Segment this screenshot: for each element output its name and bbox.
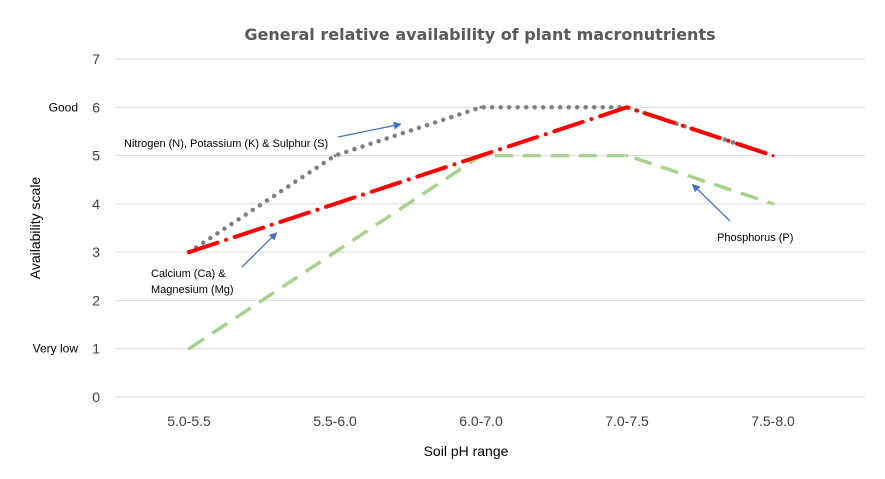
y-tick-label: 2 <box>92 292 100 308</box>
data-point <box>333 250 337 254</box>
annotation-0: Nitrogen (N), Potassium (K) & Sulphur (S… <box>124 121 402 150</box>
y-axis-label: Availability scale <box>27 177 43 280</box>
annotation-1: Calcium (Ca) & Magnesium (Mg) <box>151 232 278 296</box>
y-tick-label: 6 <box>92 99 100 115</box>
series-line-0 <box>186 105 776 255</box>
x-tick-label: 5.0-5.5 <box>167 413 211 429</box>
x-tick-label: 5.5-6.0 <box>313 413 357 429</box>
x-axis-ticks: 5.0-5.5 5.5-6.0 6.0-7.0 7.0-7.5 7.5-8.0 <box>167 413 795 429</box>
x-tick-label: 7.5-8.0 <box>751 413 795 429</box>
annotation-arrow <box>691 183 731 222</box>
annotation-text: Nitrogen (N), Potassium (K) & Sulphur (S… <box>124 138 328 150</box>
annotation-text: Calcium (Ca) & <box>151 268 226 280</box>
annotation-2: Phosphorus (P) <box>691 183 793 244</box>
x-axis-label: Soil pH range <box>424 443 509 459</box>
annotations: Nitrogen (N), Potassium (K) & Sulphur (S… <box>124 121 793 296</box>
series-lines <box>186 105 776 351</box>
y-tick-label: 7 <box>92 51 100 67</box>
data-point <box>479 105 483 109</box>
data-point <box>771 202 775 206</box>
data-point <box>625 154 629 158</box>
data-point <box>333 202 337 206</box>
data-point <box>333 154 337 158</box>
data-point <box>187 250 191 254</box>
chart-title: General relative availability of plant m… <box>244 25 715 44</box>
data-point <box>187 347 191 351</box>
annotation-arrow <box>337 121 402 138</box>
y-tick-label: 0 <box>92 389 100 405</box>
series-line-1 <box>187 105 775 255</box>
data-point <box>771 154 775 158</box>
data-point <box>625 105 629 109</box>
annotation-text: Magnesium (Mg) <box>151 284 234 296</box>
y-tick-label: 4 <box>92 196 100 212</box>
y-side-label: Good <box>49 100 78 114</box>
data-point <box>479 154 483 158</box>
y-axis-ticks: 0 1 2 3 4 5 6 7 Good Very low <box>33 51 101 405</box>
grid <box>115 58 865 398</box>
y-tick-label: 3 <box>92 244 100 260</box>
x-tick-label: 7.0-7.5 <box>605 413 649 429</box>
y-tick-label: 1 <box>92 341 100 357</box>
x-tick-label: 6.0-7.0 <box>459 413 503 429</box>
annotation-arrow <box>241 232 278 268</box>
annotation-text: Phosphorus (P) <box>717 232 793 244</box>
y-side-label: Very low <box>33 342 79 356</box>
y-tick-label: 5 <box>92 148 100 164</box>
